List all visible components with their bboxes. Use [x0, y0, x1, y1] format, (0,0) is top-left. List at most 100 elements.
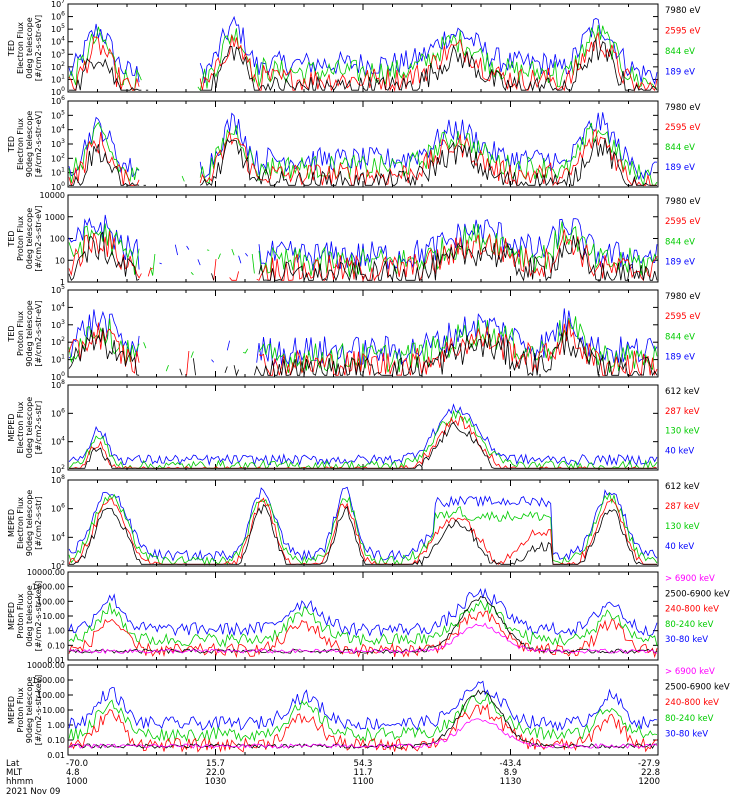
legend-entry: 7980 eV — [665, 6, 701, 16]
legend-entry: 287 keV — [665, 502, 700, 512]
y-axis-label: Proton Flux — [16, 311, 25, 356]
legend-entry: 130 keV — [665, 427, 700, 437]
panel-4: 100 101 102 103 104 105 TED Proton Flux 90deg te… — [7, 284, 701, 382]
y-axis-label: TED — [7, 136, 16, 153]
date-label: 2021 Nov 09 — [6, 787, 60, 797]
y-tick-label: 104 — [51, 124, 65, 135]
series-trace-30-80-keV — [68, 680, 658, 732]
legend-entry: 80-240 keV — [665, 714, 714, 724]
y-axis-label: 0deg telescope — [25, 17, 34, 78]
plot-frame — [67, 194, 659, 283]
y-tick-label: 101 — [51, 167, 65, 178]
x-tick-hhmm: 1130 — [500, 777, 522, 787]
series-trace-6900-keV — [68, 622, 658, 655]
x-row-label: Lat — [6, 759, 20, 769]
x-tick-mlt: 11.7 — [354, 768, 373, 778]
legend-entry: 2595 eV — [665, 123, 701, 133]
x-tick-mlt: 22.0 — [206, 768, 225, 778]
series-trace-30-80-keV — [68, 587, 658, 638]
y-axis-label: 90deg telescope — [25, 111, 34, 178]
y-axis-label: Electron Flux — [16, 118, 25, 170]
series-trace-189-eV — [68, 308, 658, 366]
series-trace-2500-6900-keV — [68, 689, 658, 750]
series-trace-6900-keV — [68, 718, 658, 750]
y-axis-label: Electron Flux — [16, 497, 25, 549]
series-trace-7980-eV — [68, 327, 658, 377]
y-tick-label: 105 — [51, 23, 65, 34]
y-axis-label: MEPED — [7, 696, 16, 724]
y-axis-label: [#/cm2-s-str-eV] — [34, 15, 43, 81]
legend-entry: 189 eV — [665, 353, 695, 363]
y-tick-label: 1000 — [45, 213, 65, 222]
y-tick-label: 100 — [51, 181, 65, 192]
y-axis-label: 0deg telescope — [25, 585, 34, 646]
y-axis-label: Proton Flux — [16, 687, 25, 732]
x-tick-mlt: 8.9 — [504, 768, 518, 778]
y-tick-label: 10000 — [40, 191, 65, 200]
series-trace-612-keV — [69, 421, 657, 469]
y-tick-label: 10.00 — [42, 706, 65, 715]
y-axis-label: Electron Flux — [16, 22, 25, 74]
y-tick-label: 102 — [51, 152, 65, 163]
series-trace-2595-eV — [68, 31, 658, 92]
y-axis-label: 0deg telescope — [25, 397, 34, 458]
y-axis-label: 90deg telescope — [25, 490, 34, 557]
series-trace-80-240-keV — [68, 692, 658, 743]
y-tick-label: 102 — [51, 61, 65, 72]
series-trace-130-keV — [68, 491, 658, 566]
y-axis-label: Proton Flux — [16, 593, 25, 638]
x-tick-mlt: 4.8 — [66, 768, 80, 778]
y-axis-label: MEPED — [7, 509, 16, 537]
legend-entry: 130 keV — [665, 522, 700, 532]
series-trace-240-800-keV — [68, 610, 658, 659]
y-tick-label: 105 — [51, 284, 65, 295]
series-trace-130-keV — [68, 409, 658, 470]
y-tick-label: 0.10 — [47, 736, 65, 745]
plot-frame — [67, 479, 659, 567]
legend-entry: > 6900 keV — [665, 667, 715, 677]
y-tick-label: 10000.00 — [27, 568, 65, 577]
y-tick-label: 107 — [51, 0, 65, 9]
y-tick-label: 104 — [51, 531, 65, 542]
series-trace-287-keV — [68, 497, 657, 566]
panel-5: 102 104 106 108 MEPED Electron Flux 0deg teles… — [7, 379, 700, 475]
series-trace-2595-eV — [68, 128, 657, 187]
y-tick-label: 1.00 — [47, 721, 65, 730]
y-tick-label: 102 — [51, 464, 65, 475]
legend-entry: 189 eV — [665, 258, 695, 268]
series-trace-612-keV — [69, 503, 657, 566]
y-tick-label: 102 — [51, 336, 65, 347]
y-axis-label: 0deg telescope — [25, 208, 34, 269]
y-tick-label: 108 — [51, 474, 65, 485]
y-tick-label: 0.01 — [47, 751, 65, 760]
y-tick-label: 1 — [60, 278, 65, 287]
y-tick-label: 108 — [51, 379, 65, 390]
x-tick-hhmm: 1100 — [352, 777, 374, 787]
y-axis-label: MEPED — [7, 602, 16, 630]
x-tick-lat: -43.4 — [500, 759, 522, 769]
x-axis-info: LatMLThhmm-70.04.8100015.722.0103054.311… — [6, 759, 660, 797]
y-axis-label: [#/cm2-s-str] — [34, 496, 43, 549]
legend-entry: 287 keV — [665, 407, 700, 417]
series-trace-7980-eV — [68, 231, 658, 282]
x-tick-lat: 15.7 — [206, 759, 225, 769]
y-tick-label: 0.01 — [47, 656, 65, 665]
y-tick-label: 1000.00 — [32, 676, 65, 685]
legend-entry: 612 keV — [665, 387, 700, 397]
panel-7: 10000.00 1000.00 100.00 10.00 1.00 0.10 0.01 ME… — [7, 568, 730, 665]
legend-entry: 844 eV — [665, 47, 695, 57]
panel-6: 102 104 106 108 MEPED Electron Flux 90deg tele… — [7, 474, 700, 571]
y-tick-label: 106 — [51, 503, 65, 514]
x-tick-hhmm: 1030 — [205, 777, 227, 787]
plot-frame — [67, 664, 659, 756]
y-tick-label: 106 — [51, 407, 65, 418]
y-tick-label: 1000.00 — [32, 583, 65, 592]
y-tick-label: 103 — [51, 48, 65, 59]
y-axis-label: Electron Flux — [16, 401, 25, 453]
legend-entry: 844 eV — [665, 332, 695, 342]
panel-3: 1 10 100 1000 10000 TED Proton Flux 0deg telesc… — [7, 191, 701, 287]
legend-entry: 844 eV — [665, 237, 695, 247]
y-tick-label: 105 — [51, 109, 65, 120]
y-tick-label: 106 — [51, 11, 65, 22]
series-trace-40-keV — [68, 403, 658, 467]
